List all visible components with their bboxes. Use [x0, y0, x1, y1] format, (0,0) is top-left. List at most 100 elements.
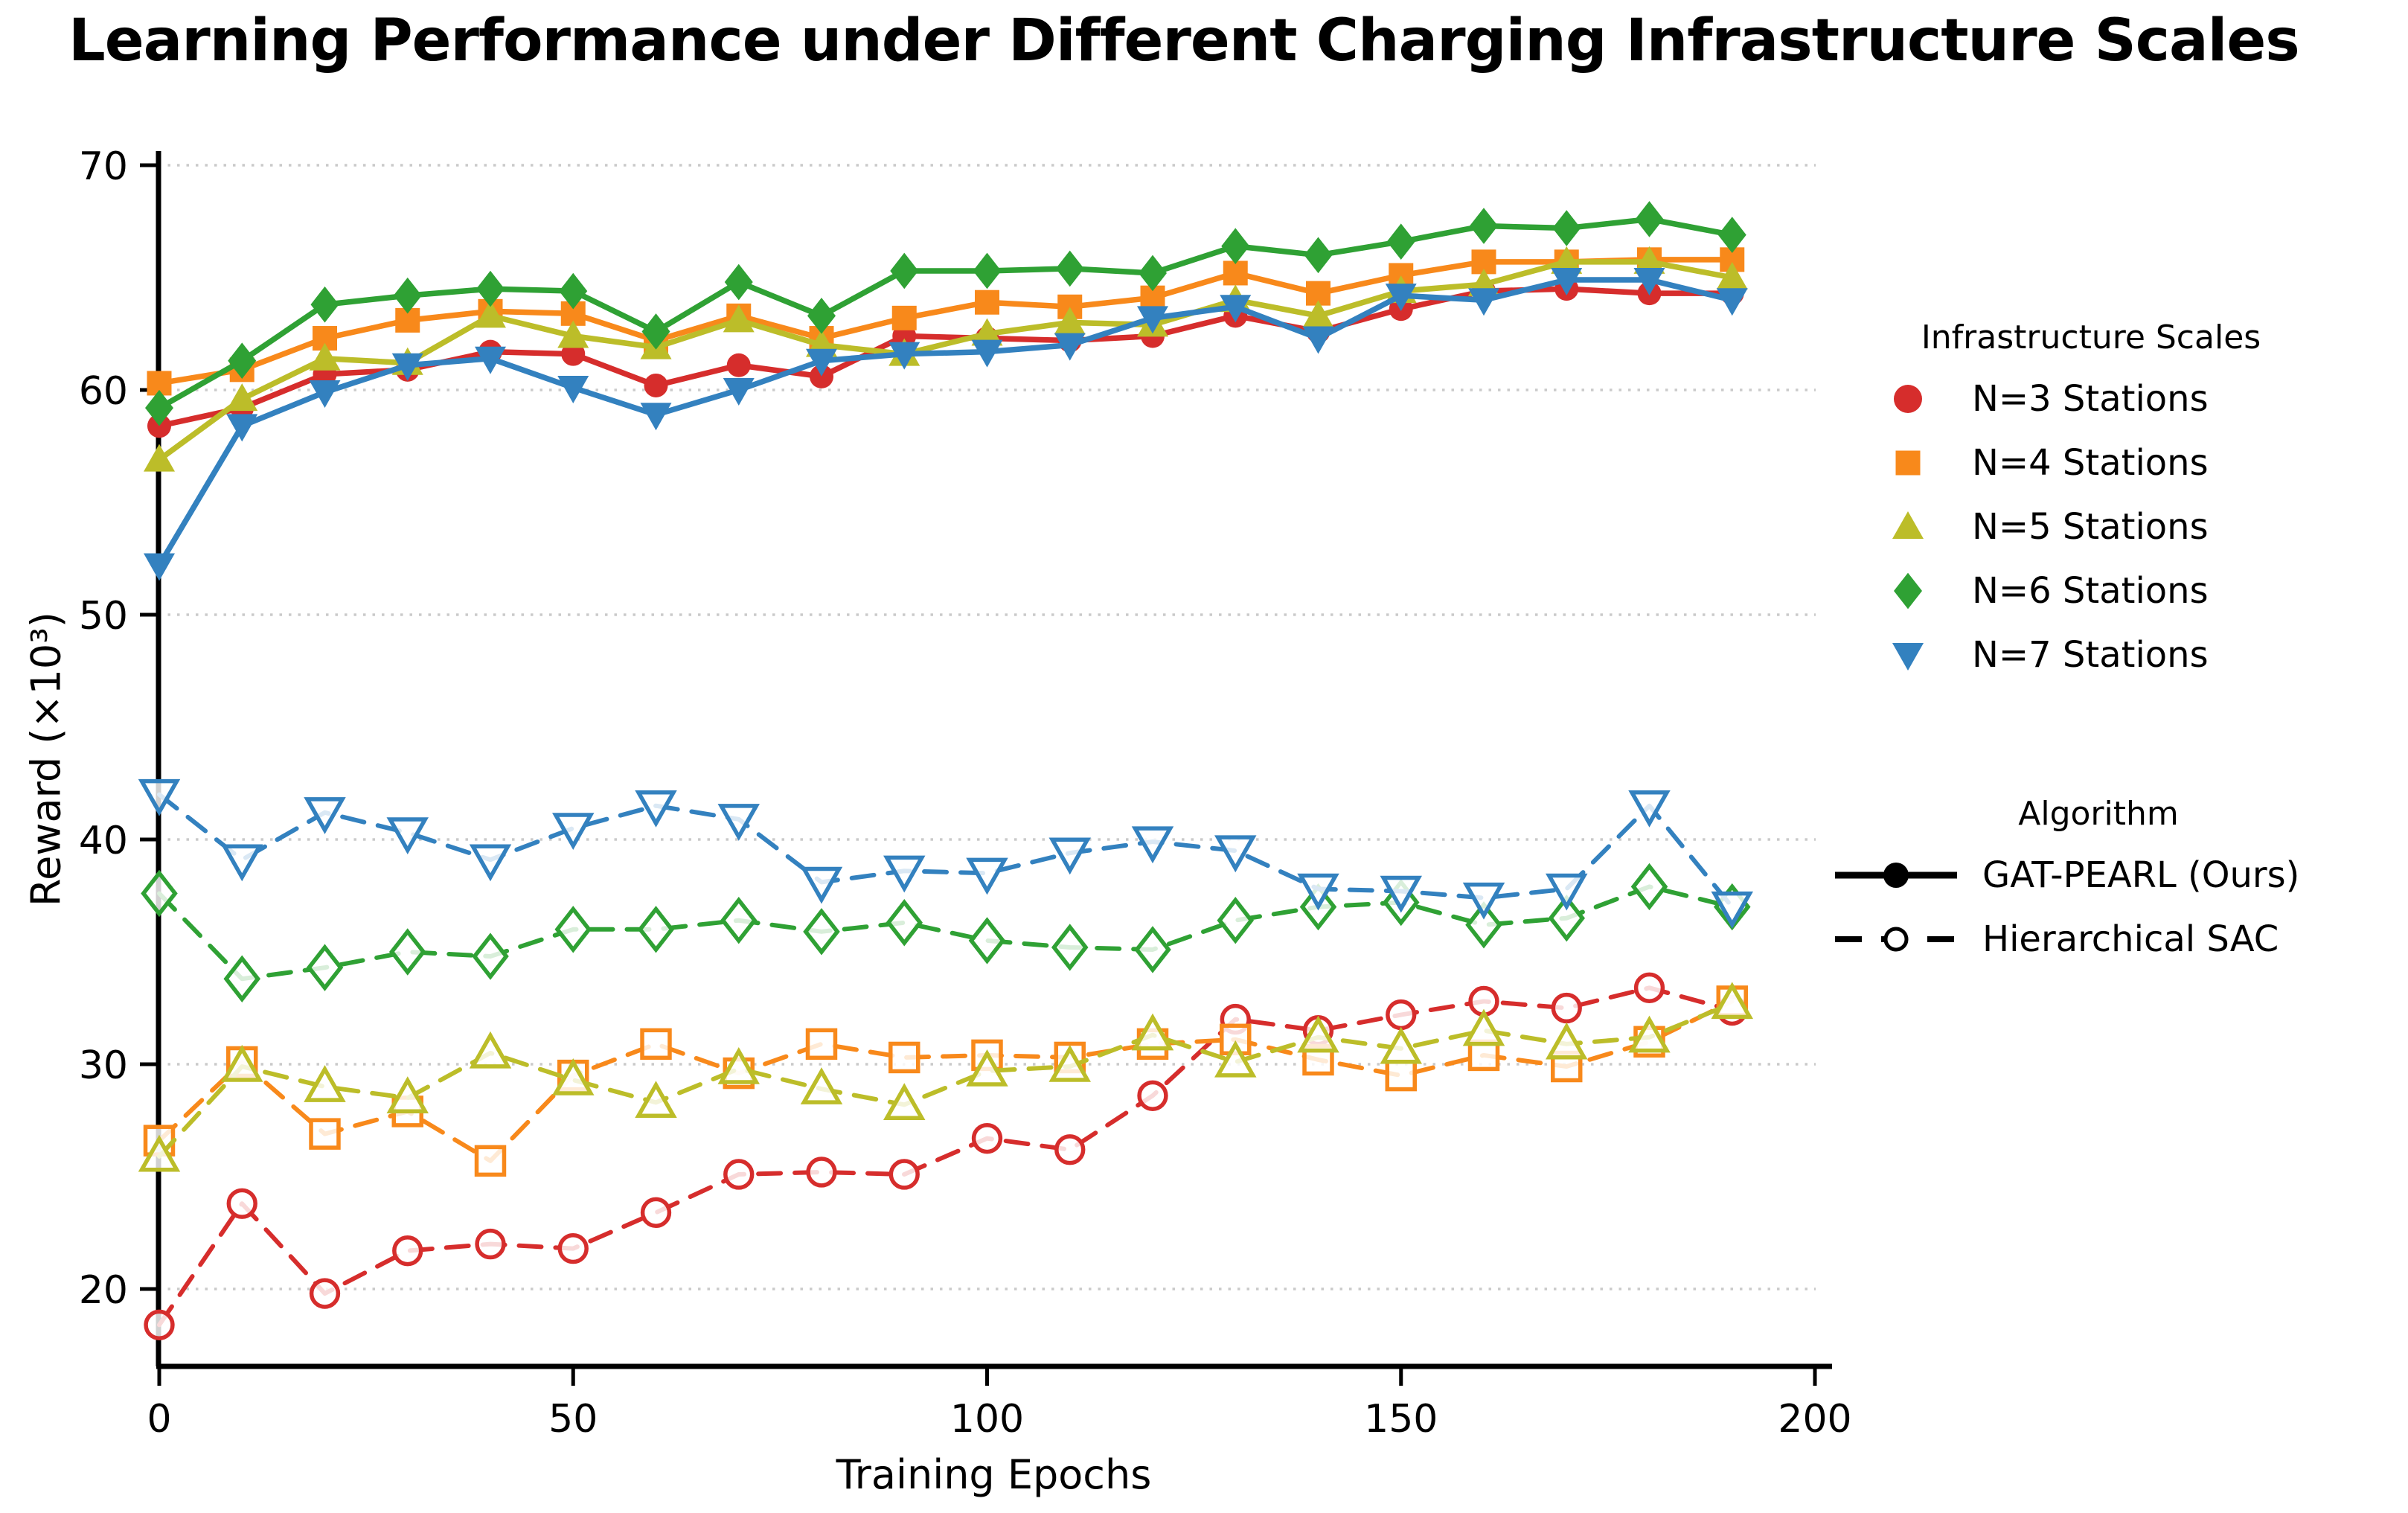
data-point-diamond — [973, 252, 1002, 290]
data-point-circle — [723, 1159, 755, 1190]
triangle-up-swatch — [1890, 509, 1926, 545]
data-point-triangle-up — [138, 1134, 181, 1172]
data-point-triangle-up — [552, 1058, 595, 1095]
legend-item-n-4-stations: N=4 Stations — [1860, 431, 2322, 495]
series-line — [157, 792, 1735, 909]
triangle-down-icon — [1892, 643, 1924, 671]
solid-line-swatch — [1831, 853, 1962, 898]
data-point-triangle-up — [1048, 1044, 1091, 1082]
data-point-triangle-down — [304, 797, 346, 834]
data-point-triangle-down — [1054, 333, 1086, 361]
legend-algo-title: Algorithm — [2018, 795, 2179, 833]
data-point-triangle-down — [391, 353, 423, 381]
data-point-diamond — [890, 252, 919, 290]
data-point-triangle-up — [1380, 1026, 1422, 1064]
legend-item-label: N=7 Stations — [1972, 634, 2209, 676]
series-gat-pearl-n-7-stations — [144, 268, 1748, 581]
data-point-triangle-up — [1546, 1022, 1588, 1060]
data-point-triangle-up — [1054, 307, 1086, 335]
data-point-diamond — [720, 897, 758, 944]
data-point-triangle-down — [1633, 268, 1665, 296]
data-point-diamond — [637, 906, 675, 953]
data-point-diamond — [1717, 217, 1746, 253]
data-point-triangle-up — [1551, 246, 1583, 274]
data-point-diamond — [1139, 255, 1167, 292]
series-sac-n-3-stations — [144, 972, 1748, 1340]
data-point-circle — [1551, 992, 1582, 1024]
series-line — [156, 216, 1735, 411]
data-point-circle — [888, 1159, 920, 1190]
data-point-diamond — [141, 869, 178, 918]
series-sac-n-6-stations — [141, 863, 1751, 1002]
data-point-square — [888, 1041, 920, 1074]
data-point-circle — [309, 1278, 341, 1309]
data-point-triangle-down — [475, 346, 506, 374]
legend-item-hierarchical-sac: Hierarchical SAC — [1831, 907, 2366, 971]
series-line — [157, 1001, 1735, 1159]
circle-filled-icon — [1883, 863, 1909, 888]
data-point-square — [474, 1145, 507, 1177]
data-point-circle — [1386, 999, 1417, 1031]
y-tick-label-60: 60 — [79, 369, 128, 414]
data-point-diamond — [472, 933, 509, 980]
series-line — [157, 884, 1735, 982]
data-point-circle — [557, 1232, 589, 1264]
data-point-square — [1467, 1039, 1500, 1072]
circle-icon — [1894, 385, 1922, 413]
data-point-diamond — [1055, 250, 1084, 287]
series-sac-n-7-stations — [138, 778, 1753, 929]
data-point-triangle-up — [557, 320, 589, 348]
data-point-circle — [644, 373, 668, 397]
data-point-triangle-up — [1711, 982, 1753, 1020]
data-point-triangle-up — [1462, 1008, 1505, 1046]
series-line — [156, 277, 1735, 569]
data-point-square — [640, 1028, 672, 1061]
data-point-square — [309, 1118, 341, 1150]
data-point-square — [1385, 1059, 1417, 1092]
data-point-diamond — [1221, 228, 1250, 265]
triangle-up-icon — [1892, 511, 1924, 539]
data-point-circle — [810, 364, 833, 388]
data-point-triangle-down — [309, 380, 341, 409]
data-point-triangle-down — [800, 866, 843, 904]
y-tick-label-20: 20 — [79, 1268, 128, 1313]
x-tick-label-0: 0 — [147, 1397, 171, 1442]
series-gat-pearl-n-3-stations — [147, 277, 1744, 438]
data-point-circle — [806, 1157, 837, 1188]
data-point-circle — [726, 353, 751, 377]
series-gat-pearl-n-6-stations — [145, 201, 1746, 426]
data-point-circle — [971, 1122, 1003, 1154]
data-point-diamond — [1635, 201, 1664, 237]
data-point-triangle-down — [1628, 790, 1671, 828]
data-point-diamond — [306, 944, 344, 991]
data-point-diamond — [1465, 901, 1502, 949]
data-point-triangle-down — [971, 339, 1003, 368]
circle-open-icon — [1883, 927, 1909, 952]
legend-item-n-3-stations: N=3 Stations — [1860, 367, 2322, 431]
dashed-line-swatch — [1831, 917, 1962, 962]
data-point-triangle-up — [883, 1083, 926, 1121]
series-line — [157, 999, 1735, 1163]
chart-title: Learning Performance under Different Cha… — [68, 7, 2300, 74]
y-tick-label-70: 70 — [79, 144, 128, 189]
data-point-diamond — [886, 899, 923, 947]
data-point-diamond — [1217, 897, 1255, 944]
data-point-diamond — [1304, 237, 1333, 274]
data-point-diamond — [1548, 894, 1586, 942]
data-point-square — [1223, 260, 1248, 286]
data-point-triangle-down — [1048, 837, 1091, 875]
data-point-triangle-down — [1297, 873, 1339, 911]
data-point-diamond — [803, 908, 840, 956]
data-point-triangle-up — [309, 342, 341, 371]
legend-item-label: N=4 Stations — [1972, 442, 2209, 484]
data-point-square — [975, 290, 999, 315]
data-point-triangle-down — [1220, 295, 1252, 323]
data-point-triangle-down — [1385, 284, 1417, 312]
data-point-diamond — [1386, 223, 1415, 260]
data-point-diamond — [724, 263, 753, 301]
square-swatch — [1890, 445, 1926, 481]
data-point-triangle-up — [1131, 1013, 1174, 1051]
data-point-triangle-up — [469, 1031, 512, 1069]
data-point-circle — [1633, 972, 1665, 1003]
